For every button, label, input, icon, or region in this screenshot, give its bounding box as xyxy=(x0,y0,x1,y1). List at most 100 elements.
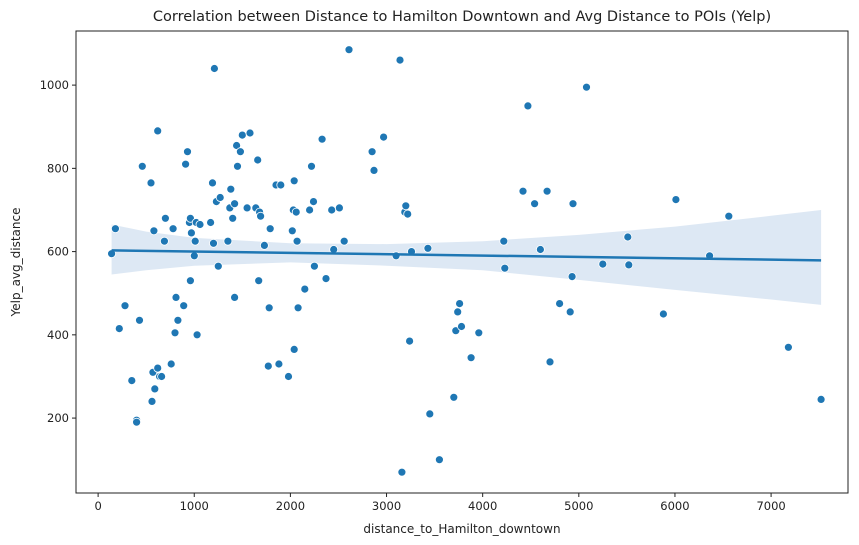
scatter-point xyxy=(132,417,142,427)
scatter-point xyxy=(209,64,219,73)
scatter-point xyxy=(545,357,555,367)
x-tick-label: 5000 xyxy=(564,499,593,513)
scatter-point xyxy=(457,322,466,331)
scatter-point xyxy=(135,315,144,325)
scatter-point xyxy=(317,134,327,144)
x-tick-label: 3000 xyxy=(372,499,401,513)
scatter-point xyxy=(254,276,264,286)
scatter-point xyxy=(307,161,316,171)
scatter-point xyxy=(159,236,169,246)
scatter-point xyxy=(179,301,189,311)
scatter-point xyxy=(455,299,465,309)
scatter-point xyxy=(150,384,160,394)
regression-line xyxy=(111,249,822,262)
regression-line-layer xyxy=(111,249,822,262)
scatter-point xyxy=(170,328,180,338)
scatter-point xyxy=(185,276,195,286)
scatter-point xyxy=(114,324,124,334)
scatter-point xyxy=(226,184,236,194)
scatter-point xyxy=(166,359,176,369)
scatter-point xyxy=(309,197,318,207)
scatter-point xyxy=(339,236,349,246)
scatter-point xyxy=(147,396,157,406)
scatter-point xyxy=(395,55,405,65)
scatter-point xyxy=(659,309,668,319)
scatter-point xyxy=(816,394,826,404)
scatter-point xyxy=(120,301,130,311)
plot-frame xyxy=(75,30,849,494)
y-tick-label: 600 xyxy=(47,245,69,259)
x-axis-label: distance_to_Hamilton_downtown xyxy=(363,522,560,536)
scatter-point xyxy=(256,211,266,221)
scatter-point xyxy=(309,261,319,271)
scatter-point xyxy=(499,236,509,246)
scatter-point xyxy=(327,205,337,215)
scatter-point xyxy=(500,263,510,273)
scatter-point xyxy=(171,292,181,302)
scatter-point xyxy=(397,467,407,477)
chart-title: Correlation between Distance to Hamilton… xyxy=(153,9,771,25)
scatter-point xyxy=(334,203,344,213)
scatter-point xyxy=(242,203,252,213)
scatter-point xyxy=(401,201,411,211)
scatter-point xyxy=(209,238,218,248)
x-tick-label: 4000 xyxy=(468,499,497,513)
y-tick-label: 200 xyxy=(47,411,69,425)
scatter-point xyxy=(536,245,545,254)
scatter-point xyxy=(153,126,163,136)
scatter-point xyxy=(434,455,444,465)
scatter-point xyxy=(265,224,275,234)
scatter-point xyxy=(228,213,238,223)
scatter-point xyxy=(213,261,223,271)
scatter-point xyxy=(624,260,634,270)
scatter-point xyxy=(582,82,591,92)
scatter-point xyxy=(425,409,435,419)
scatter-point xyxy=(598,259,608,269)
scatter-point xyxy=(403,209,413,219)
scatter-point xyxy=(292,236,302,246)
scatter-point xyxy=(474,328,484,338)
scatter-point xyxy=(300,284,310,294)
scatter-point xyxy=(321,274,331,284)
scatter-point xyxy=(157,372,167,381)
scatter-point xyxy=(263,361,273,371)
scatter-point xyxy=(160,213,170,223)
confidence-band xyxy=(111,210,822,305)
scatter-point xyxy=(523,101,533,111)
scatter-point xyxy=(274,359,284,369)
scatter-point xyxy=(305,205,315,215)
scatter-point xyxy=(276,180,286,190)
scatter-point xyxy=(391,251,401,261)
scatter-point xyxy=(245,128,255,138)
scatter-point xyxy=(230,292,240,302)
scatter-point xyxy=(153,363,163,373)
scatter-point xyxy=(206,218,216,227)
scatter-point xyxy=(542,186,552,196)
scatter-point xyxy=(423,243,433,253)
scatter-point xyxy=(168,224,178,234)
scatter-point xyxy=(111,224,120,234)
x-tick-label: 0 xyxy=(94,499,101,513)
scatter-point xyxy=(233,161,242,171)
x-tick-label: 6000 xyxy=(660,499,689,513)
scatter-point xyxy=(259,240,269,250)
scatter-point xyxy=(186,228,196,238)
scatter-point xyxy=(344,45,354,55)
scatter-point xyxy=(189,251,199,261)
scatter-point xyxy=(565,307,575,317)
scatter-point xyxy=(568,199,578,209)
scatter-point xyxy=(230,199,240,209)
x-tick-label: 2000 xyxy=(276,499,305,513)
scatter-point xyxy=(287,226,297,236)
y-tick-label: 1000 xyxy=(40,78,69,92)
scatter-point xyxy=(567,272,577,282)
y-axis-ticks: 200 400 600 800 1000 xyxy=(40,78,76,425)
scatter-point xyxy=(293,303,303,313)
y-tick-label: 400 xyxy=(47,328,69,342)
scatter-point xyxy=(449,392,459,402)
scatter-point xyxy=(146,178,156,188)
scatter-point xyxy=(367,147,377,157)
scatter-point xyxy=(453,307,463,317)
scatter-point xyxy=(190,236,200,246)
